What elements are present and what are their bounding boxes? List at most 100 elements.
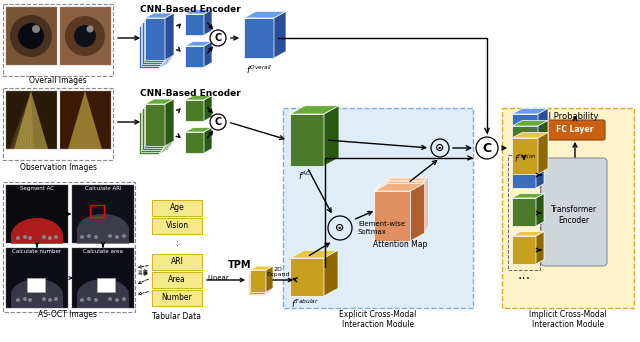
Bar [97,278,115,292]
Circle shape [87,297,91,301]
Polygon shape [145,104,165,146]
Polygon shape [24,91,31,149]
Polygon shape [376,188,412,238]
Polygon shape [159,21,168,68]
Polygon shape [21,91,31,149]
Polygon shape [414,177,428,235]
Circle shape [87,234,91,238]
Polygon shape [536,156,544,188]
Bar [152,218,202,234]
Bar [6,91,57,149]
Polygon shape [377,179,427,186]
Bar [72,248,134,308]
Polygon shape [410,183,424,241]
Polygon shape [374,183,424,191]
Text: Implicit Cross-Modal
Interaction Module: Implicit Cross-Modal Interaction Module [529,310,607,329]
Polygon shape [141,110,161,152]
Text: ARI: ARI [171,258,184,266]
Polygon shape [185,128,212,132]
Polygon shape [266,266,273,292]
Polygon shape [143,15,173,20]
Text: Area: Area [168,276,186,285]
FancyBboxPatch shape [546,120,605,140]
Bar [27,278,45,292]
Polygon shape [204,96,212,121]
Text: Explicit Cross-Modal
Interaction Module: Explicit Cross-Modal Interaction Module [339,310,417,329]
Polygon shape [290,114,324,166]
FancyBboxPatch shape [283,108,473,308]
Polygon shape [12,91,31,149]
Polygon shape [290,250,338,258]
Circle shape [23,235,27,239]
Circle shape [74,25,96,47]
Polygon shape [141,24,161,66]
Circle shape [65,16,105,56]
Bar [152,254,202,270]
Text: ACI Probability: ACI Probability [538,112,598,121]
Text: $f^{Overall}$: $f^{Overall}$ [246,64,272,76]
Polygon shape [512,126,538,162]
Polygon shape [164,15,173,62]
Polygon shape [512,132,548,138]
Polygon shape [512,236,536,264]
Circle shape [16,236,20,240]
Polygon shape [265,268,272,293]
Polygon shape [18,91,31,149]
Text: Element-wise
Softmax: Element-wise Softmax [358,222,405,235]
Polygon shape [185,14,204,35]
Polygon shape [538,120,548,162]
Text: Transformer
Encoder: Transformer Encoder [551,205,597,225]
Polygon shape [159,107,168,154]
Polygon shape [161,19,170,66]
Polygon shape [165,13,174,60]
Text: Calculate number: Calculate number [12,249,61,254]
Polygon shape [512,108,548,114]
Circle shape [115,235,119,239]
Bar [6,248,68,308]
Circle shape [80,298,84,302]
Polygon shape [145,13,174,18]
Circle shape [54,235,58,239]
Polygon shape [145,18,165,60]
Bar [6,7,57,65]
Polygon shape [512,114,538,150]
Polygon shape [248,273,264,295]
Polygon shape [27,91,31,149]
Text: Tabular Data: Tabular Data [152,312,202,321]
Polygon shape [412,182,426,239]
Text: Vision: Vision [165,222,189,231]
Text: $f^{AC}$: $f^{AC}$ [298,170,312,182]
Bar [90,205,104,217]
Polygon shape [140,21,168,26]
Polygon shape [185,96,212,100]
Polygon shape [162,17,172,64]
Bar [152,290,202,306]
Text: C: C [483,142,492,155]
Circle shape [80,235,84,239]
Circle shape [42,235,46,239]
Circle shape [48,236,52,240]
Bar [60,91,111,149]
Polygon shape [376,180,426,188]
Circle shape [10,15,52,57]
Polygon shape [142,22,162,64]
Polygon shape [140,107,168,112]
Polygon shape [375,189,412,239]
Polygon shape [250,266,273,270]
Bar [72,185,134,243]
Polygon shape [185,46,204,67]
Polygon shape [512,156,544,160]
Polygon shape [142,103,172,108]
Text: 2D
Expand: 2D Expand [266,267,290,277]
Circle shape [108,234,112,238]
Polygon shape [264,269,271,295]
Circle shape [86,26,93,32]
Polygon shape [162,103,172,150]
Circle shape [94,235,98,239]
Circle shape [32,25,40,33]
Text: FC Layer: FC Layer [556,126,594,134]
Polygon shape [512,120,548,126]
Text: ⊙: ⊙ [335,223,345,233]
Text: ⊙: ⊙ [435,143,445,153]
Circle shape [23,297,27,301]
